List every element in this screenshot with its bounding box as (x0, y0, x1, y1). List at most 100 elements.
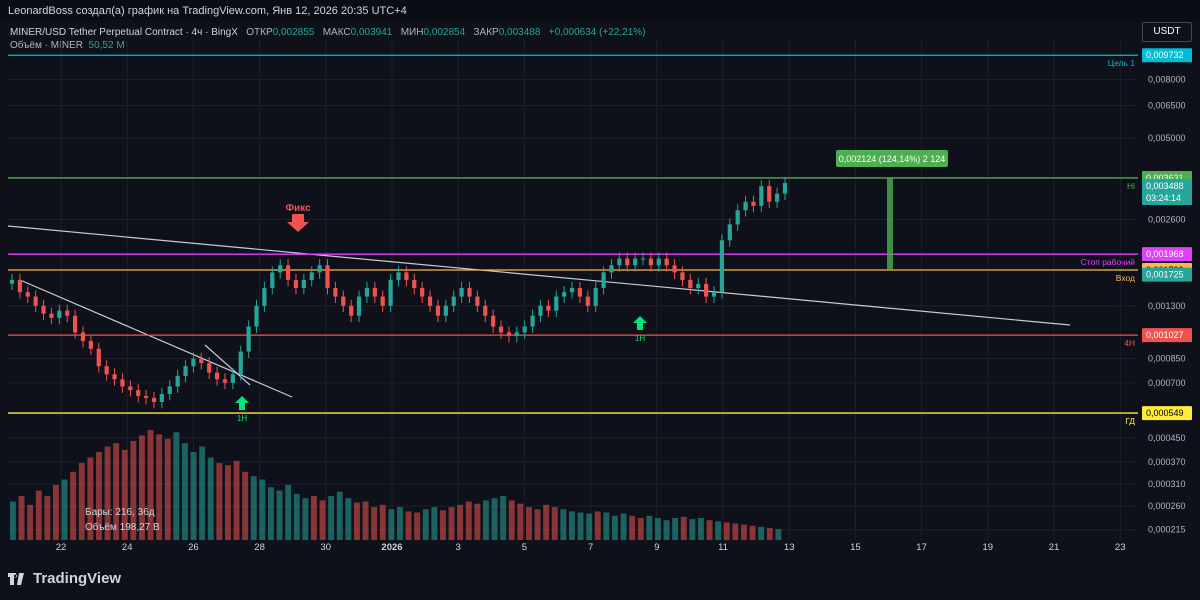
volume-bar (405, 511, 412, 540)
time-tick-label: 5 (522, 542, 527, 553)
time-tick-label: 28 (254, 542, 265, 553)
volume-bar (182, 443, 188, 540)
time-tick-label: 26 (188, 542, 199, 553)
volume-bar (113, 443, 120, 540)
candle (759, 180, 764, 213)
volume-bar (130, 441, 137, 540)
price-axis: 0,008000 0,006500 0,005000 0,002600 0,001300… (1142, 48, 1192, 535)
tradingview-logo[interactable]: TradingView (8, 570, 121, 587)
volume-bar (302, 498, 309, 540)
legend-symbol[interactable]: MINER/USD Tether Perpetual Contract · 4ч… (10, 27, 238, 38)
candle-body (143, 395, 149, 398)
symbol-legend: MINER/USD Tether Perpetual Contract · 4ч… (10, 26, 646, 52)
volume-bar (285, 485, 292, 540)
volume-bar (534, 509, 541, 540)
candle (704, 277, 709, 303)
volume-bar (448, 507, 455, 540)
candle (333, 281, 338, 303)
candle (554, 290, 559, 318)
price-extra-tag: 0,003488 03:24:14 (1142, 178, 1192, 205)
legend-high: 0,003941 (350, 27, 393, 38)
legend-volume-label[interactable]: Объём · MINER (10, 40, 83, 51)
candle (522, 320, 527, 339)
candle (562, 286, 567, 303)
candle-body (491, 315, 496, 327)
candle-body (727, 224, 732, 241)
candle (136, 384, 141, 403)
volume-bar (44, 496, 51, 540)
candle-body (672, 265, 677, 273)
candle (427, 290, 433, 313)
volume-bar (35, 490, 42, 540)
candle (617, 252, 622, 272)
candle (128, 380, 133, 397)
volume-bar (268, 487, 274, 540)
candle-body (120, 379, 125, 387)
time-tick-label: 9 (654, 542, 659, 553)
volume-bar (577, 512, 584, 540)
candle-body (262, 287, 267, 306)
candle-body (96, 348, 101, 367)
candle-body (396, 272, 401, 280)
candle-body (285, 265, 291, 280)
volume-bar (586, 513, 593, 540)
candle-body (648, 258, 654, 266)
volume-bar (689, 519, 696, 540)
price-tag-text: 0,003631 (1146, 173, 1184, 183)
candle-body (585, 296, 590, 306)
candle-body (349, 305, 354, 316)
volume-bar (96, 452, 102, 540)
candle (633, 252, 638, 272)
candle (356, 290, 362, 323)
candle (491, 309, 496, 333)
time-tick-label: 13 (784, 542, 795, 553)
candle (238, 345, 243, 381)
brand-name: TradingView (33, 570, 122, 587)
volume-bar (672, 518, 679, 540)
price-chart[interactable]: Цель 1 Hi Стоп рабочий Вход 4H ГД 0,002124 (1… (0, 0, 1200, 558)
candle (151, 391, 157, 409)
legend-low-label: МИН (400, 27, 424, 38)
candle (57, 304, 62, 325)
candle (349, 299, 354, 323)
volume-bar (87, 457, 94, 540)
volume-bar (646, 515, 653, 540)
candle (33, 290, 38, 313)
volume-bar (508, 500, 515, 540)
candle (372, 281, 377, 303)
volume-bars (10, 430, 782, 540)
legend-close-label: ЗАКР (473, 27, 499, 38)
time-tick-label: 24 (122, 542, 133, 553)
candle (475, 290, 480, 313)
candle-body (151, 397, 157, 403)
candle-body (41, 305, 46, 314)
fix-label: Фикс (285, 203, 311, 214)
price-tag-bg (1142, 48, 1192, 63)
candle-body (65, 310, 70, 316)
volume-bar (560, 509, 567, 540)
candle (404, 266, 409, 287)
candle-body (530, 315, 535, 327)
volume-bar (680, 516, 687, 540)
candle (73, 309, 78, 339)
volume-bar (526, 507, 532, 540)
volume-bar (379, 504, 386, 540)
price-tick-label: 0,000310 (1148, 479, 1186, 489)
volume-bar (328, 496, 335, 540)
volume-bar (276, 490, 283, 540)
currency-button[interactable]: USDT (1142, 22, 1192, 42)
volume-bar (397, 507, 403, 540)
time-tick-label: 15 (850, 542, 861, 553)
volume-bar (483, 500, 489, 540)
volume-bar (362, 501, 369, 540)
volume-bar (517, 503, 524, 540)
candle (719, 234, 724, 299)
price-tick-label: 0,002600 (1148, 215, 1186, 225)
measure-label-text: 0,002124 (124,14%) 2 124 (839, 154, 946, 164)
price-level-tag: 0,000549 (1142, 406, 1192, 421)
volume-bar (388, 509, 395, 540)
measure-label: 0,002124 (124,14%) 2 124 (836, 150, 948, 167)
candle-body (617, 258, 622, 266)
candle-body (238, 351, 243, 375)
candle (696, 277, 701, 295)
